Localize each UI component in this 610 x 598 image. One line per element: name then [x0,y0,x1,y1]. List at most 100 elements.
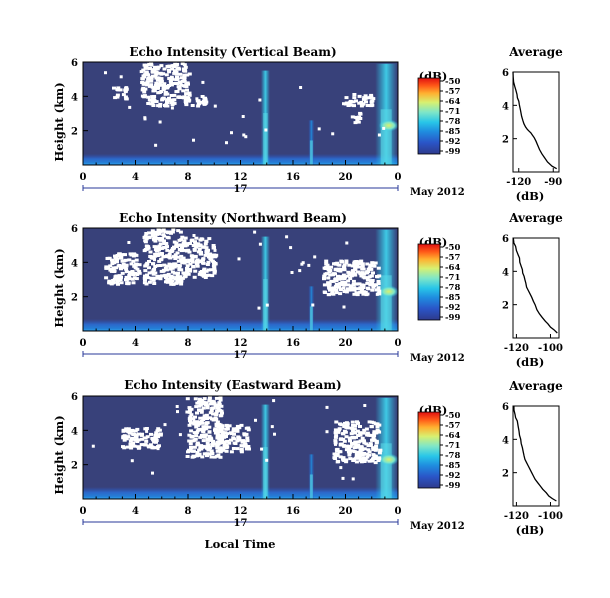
no-data-cell [339,442,344,446]
no-data-cell [341,456,346,460]
no-data-cell [197,448,202,452]
no-data-cell [349,432,354,436]
y-axis-label: Height (km) [52,82,66,161]
profile-y-tick-label: 2 [502,301,509,312]
no-data-cell [235,427,240,430]
no-data-cell [372,434,377,438]
no-data-cell [182,63,187,67]
no-data-cell [217,401,222,405]
no-data-cell [183,274,188,278]
no-data-cell [202,452,207,456]
no-data-cell [133,264,137,268]
no-data-cell [119,275,123,279]
no-data-cell [143,240,148,244]
no-data-cell [348,100,353,104]
no-data-cell [375,425,380,429]
y-tick-label: 6 [71,224,78,235]
no-data-cell [344,458,349,462]
no-data-cell [176,259,181,263]
heatmap: 6 4 2 [71,392,399,500]
no-data-cell [211,418,216,422]
no-data-cell [354,282,359,286]
no-data-cell [164,73,169,77]
no-data-cell [369,103,374,107]
no-data-cell [190,104,195,107]
profile-x-tick-label: -100 [538,511,563,522]
no-data-cell [227,441,232,445]
no-data-cell [332,456,337,460]
time-axis: 0 4 8 12 16 20 0 17 May 2012 [80,326,465,364]
no-data-cell [209,268,213,272]
y-tick-label: 2 [71,461,78,472]
no-data-cell [205,417,209,420]
colorbar-tick-label: -92 [445,471,460,481]
no-data-cell [337,277,342,281]
no-data-cell [143,75,147,79]
no-data-cell [189,446,193,449]
no-data-cell [195,451,200,454]
no-data-cell [357,265,361,269]
convective-echo-core [380,443,392,499]
colorbar-tick-label: -78 [445,451,460,461]
no-data-cell [331,272,336,276]
no-data-cell [155,232,160,236]
no-data-cell [317,127,321,131]
no-data-cell [349,449,354,453]
no-data-cell [143,117,147,121]
no-data-cell [144,263,149,267]
no-data-cell [359,283,364,287]
colorbar-tick-label: -57 [445,421,460,431]
no-data-cell [209,399,214,403]
no-data-cell [357,101,362,105]
no-data-cell [156,65,161,69]
no-data-cell [342,283,347,287]
no-data-cell [218,398,223,402]
no-data-cell [156,252,161,256]
no-data-cell [339,466,343,470]
no-data-cell [163,91,168,94]
no-data-cell [349,103,354,107]
no-data-cell [149,432,153,436]
no-data-cell [150,85,155,89]
no-data-cell [338,288,343,292]
no-data-cell [188,267,193,271]
no-data-cell [201,258,205,262]
no-data-cell [119,281,124,285]
no-data-cell [365,276,370,280]
no-data-cell [152,231,157,235]
y-tick-label: 4 [71,258,78,269]
no-data-cell [153,258,156,262]
no-data-cell [187,423,192,427]
no-data-cell [159,90,164,93]
no-data-cell [191,265,196,269]
no-data-cell [194,259,199,263]
no-data-cell [351,283,356,286]
no-data-cell [118,88,123,92]
no-data-cell [175,255,180,259]
no-data-cell [148,254,153,258]
no-data-cell [151,278,156,282]
no-data-cell [350,264,355,268]
no-data-cell [212,253,217,257]
no-data-cell [184,92,189,96]
colorbar-tick-label: -50 [445,411,460,421]
no-data-cell [372,438,377,442]
no-data-cell [115,260,119,264]
no-data-cell [352,450,357,454]
no-data-cell [341,432,346,436]
no-data-cell [178,230,183,234]
no-data-cell [113,96,118,100]
no-data-cell [158,102,163,106]
no-data-cell [359,104,364,108]
no-data-cell [366,444,371,448]
no-data-cell [218,427,222,431]
no-data-cell [174,70,179,74]
no-data-cell [231,436,236,440]
no-data-cell [215,446,220,450]
no-data-cell [185,397,190,401]
no-data-cell [210,451,215,455]
no-data-cell [376,286,381,290]
no-data-cell [129,437,134,441]
no-data-cell [145,273,149,277]
no-data-cell [213,416,218,420]
